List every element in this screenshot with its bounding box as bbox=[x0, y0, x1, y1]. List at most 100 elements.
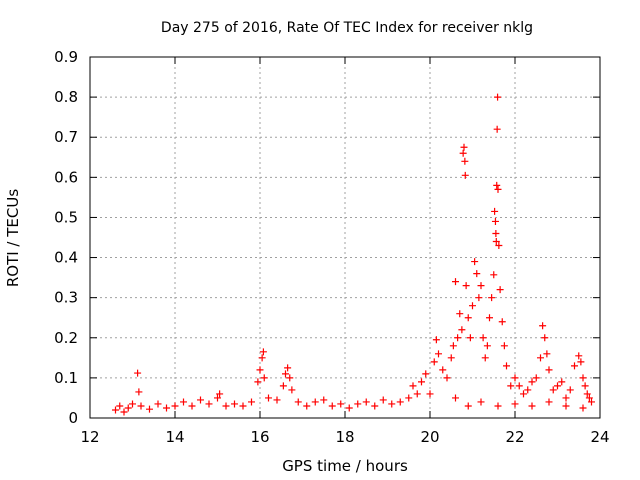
data-point bbox=[503, 362, 510, 370]
data-point bbox=[430, 358, 438, 366]
data-point bbox=[477, 398, 485, 406]
data-point bbox=[500, 342, 508, 350]
data-point bbox=[129, 400, 136, 408]
data-point bbox=[492, 238, 500, 246]
data-point bbox=[486, 314, 493, 322]
data-point bbox=[137, 402, 145, 410]
data-point bbox=[461, 171, 469, 179]
data-point bbox=[571, 362, 578, 370]
data-point bbox=[454, 334, 462, 342]
data-point bbox=[541, 334, 549, 342]
data-point bbox=[294, 398, 302, 406]
x-tick-label: 16 bbox=[250, 428, 269, 446]
y-tick-label: 0.6 bbox=[54, 168, 78, 186]
data-point bbox=[146, 405, 153, 413]
data-point bbox=[180, 398, 187, 406]
data-point bbox=[362, 398, 370, 406]
data-point bbox=[537, 354, 544, 362]
data-point bbox=[481, 354, 489, 362]
data-point bbox=[337, 400, 345, 408]
data-point bbox=[418, 378, 425, 386]
data-point bbox=[197, 396, 204, 404]
data-point bbox=[461, 157, 469, 165]
data-point bbox=[496, 286, 504, 294]
data-point bbox=[532, 374, 540, 382]
axis-ticks: 0 0.1 0.2 0.3 0.4 0.5 0.6 0.7 0.8 0.9 12 14 16 18 20 22… bbox=[54, 48, 609, 446]
data-point bbox=[558, 378, 566, 386]
data-point bbox=[473, 270, 481, 278]
x-tick-label: 12 bbox=[80, 428, 99, 446]
x-tick-label: 20 bbox=[420, 428, 439, 446]
x-tick-label: 24 bbox=[590, 428, 609, 446]
data-point bbox=[456, 310, 464, 318]
data-point bbox=[469, 302, 476, 310]
data-point bbox=[460, 143, 468, 151]
data-point bbox=[371, 402, 379, 410]
data-point bbox=[458, 326, 466, 334]
data-point bbox=[493, 125, 501, 133]
data-point bbox=[459, 149, 467, 157]
data-point bbox=[493, 181, 501, 189]
data-point bbox=[549, 386, 557, 394]
chart-title: Day 275 of 2016, Rate Of TEC Index for r… bbox=[161, 20, 533, 36]
data-point bbox=[494, 402, 502, 410]
data-point bbox=[188, 402, 196, 410]
data-point bbox=[449, 342, 457, 350]
data-point bbox=[494, 93, 502, 101]
data-point bbox=[498, 318, 506, 326]
data-point bbox=[545, 366, 553, 374]
data-point bbox=[494, 185, 502, 193]
y-tick-label: 0 bbox=[68, 409, 78, 427]
data-point bbox=[112, 406, 119, 414]
data-point bbox=[466, 334, 474, 342]
data-point bbox=[528, 378, 536, 386]
y-tick-label: 0.4 bbox=[54, 249, 78, 267]
data-point bbox=[579, 374, 587, 382]
data-point bbox=[554, 382, 561, 390]
data-point bbox=[116, 402, 124, 410]
data-point bbox=[254, 378, 262, 386]
data-point bbox=[464, 314, 472, 322]
data-point bbox=[426, 390, 434, 398]
data-point bbox=[409, 382, 417, 390]
data-point bbox=[464, 402, 472, 410]
data-point bbox=[422, 370, 430, 378]
data-point bbox=[566, 386, 574, 394]
data-point bbox=[303, 402, 311, 410]
data-point bbox=[328, 402, 336, 410]
data-point bbox=[483, 342, 491, 350]
data-point bbox=[475, 294, 483, 302]
data-point bbox=[515, 382, 523, 390]
data-point bbox=[491, 217, 499, 225]
data-point bbox=[579, 404, 587, 412]
data-point bbox=[163, 404, 170, 412]
data-point bbox=[452, 394, 459, 402]
grid bbox=[90, 57, 600, 418]
data-point bbox=[577, 358, 585, 366]
data-point bbox=[345, 404, 353, 412]
y-tick-label: 0.3 bbox=[54, 289, 78, 307]
data-point bbox=[511, 374, 519, 382]
data-point bbox=[447, 354, 455, 362]
data-point bbox=[524, 386, 532, 394]
data-point bbox=[477, 282, 485, 290]
data-point bbox=[354, 400, 362, 408]
data-point bbox=[588, 398, 595, 406]
data-point bbox=[492, 229, 500, 237]
data-point bbox=[259, 348, 267, 356]
data-point bbox=[216, 390, 224, 398]
data-point bbox=[286, 374, 294, 382]
data-point bbox=[134, 369, 142, 377]
data-point bbox=[265, 394, 272, 402]
y-tick-label: 0.2 bbox=[54, 329, 78, 347]
y-axis-label: ROTI / TECUs bbox=[4, 189, 22, 287]
y-tick-label: 0.1 bbox=[54, 369, 78, 387]
data-point bbox=[222, 402, 230, 410]
y-tick-label: 0.7 bbox=[54, 128, 78, 146]
data-point bbox=[462, 282, 470, 290]
data-point bbox=[585, 394, 593, 402]
data-point bbox=[528, 402, 536, 410]
data-point bbox=[443, 374, 451, 382]
data-point bbox=[581, 382, 589, 390]
data-point bbox=[432, 336, 440, 344]
